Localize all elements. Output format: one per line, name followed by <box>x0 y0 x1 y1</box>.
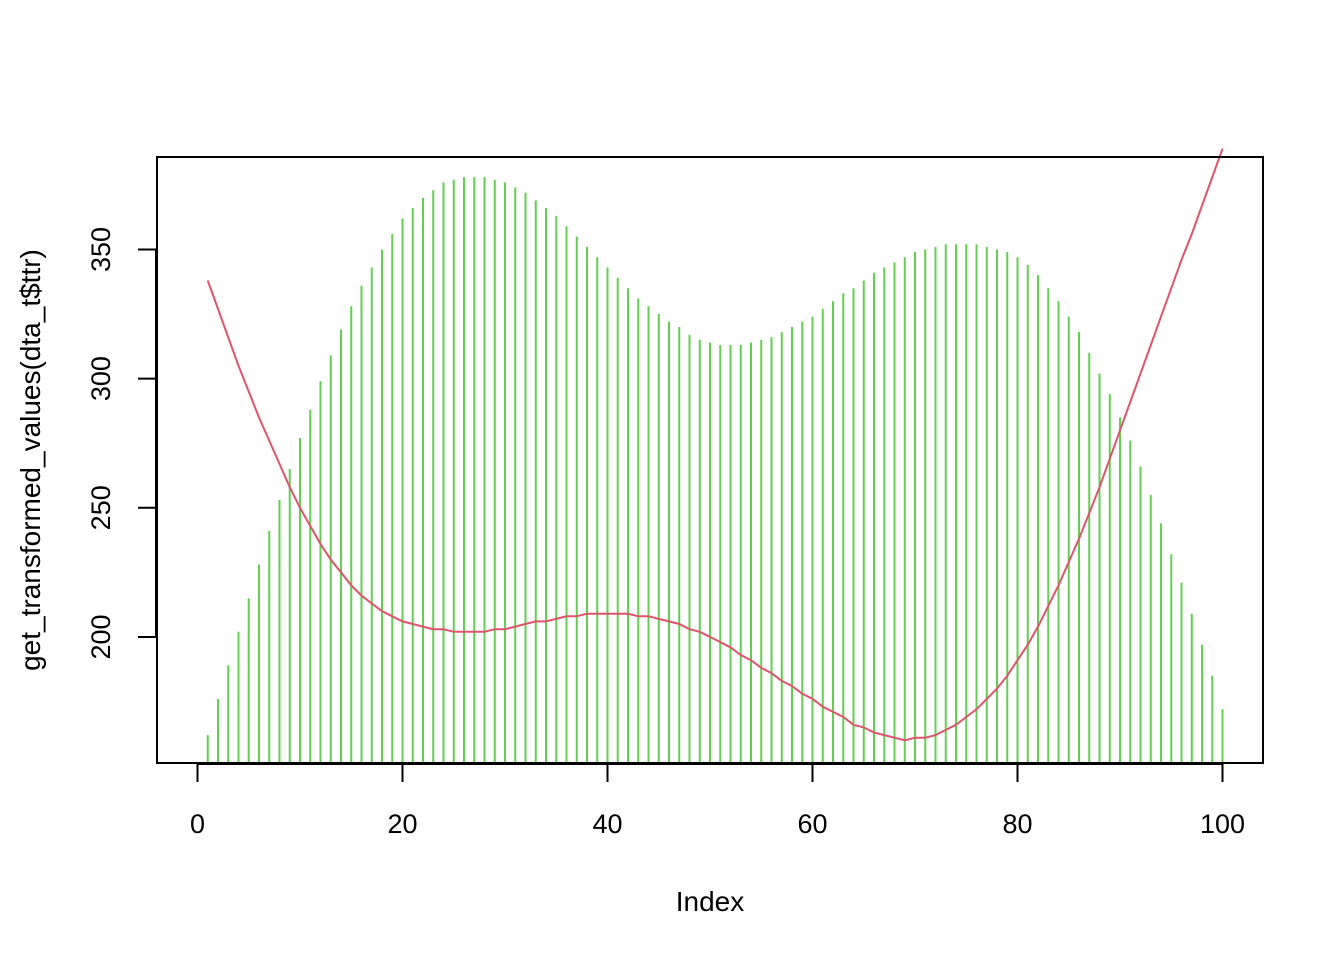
y-tick-label: 200 <box>86 614 116 659</box>
curve-line <box>206 148 1224 742</box>
x-tick-label: 100 <box>1200 809 1245 839</box>
x-axis: 0 20 40 60 80 100 <box>190 763 1245 839</box>
y-tick-label: 250 <box>86 485 116 530</box>
x-tick-label: 40 <box>592 809 622 839</box>
curve-series <box>206 148 1224 742</box>
y-axis-title: get_transformed_values(dta_t$ttr) <box>15 249 46 671</box>
x-axis-title: Index <box>676 886 745 917</box>
x-tick-label: 20 <box>387 809 417 839</box>
histogram-series <box>206 177 1224 763</box>
y-tick-label: 350 <box>86 227 116 272</box>
x-tick-label: 60 <box>797 809 827 839</box>
y-axis: 200 250 300 350 <box>86 227 157 659</box>
x-tick-label: 0 <box>190 809 205 839</box>
y-tick-label: 300 <box>86 356 116 401</box>
x-tick-label: 80 <box>1002 809 1032 839</box>
